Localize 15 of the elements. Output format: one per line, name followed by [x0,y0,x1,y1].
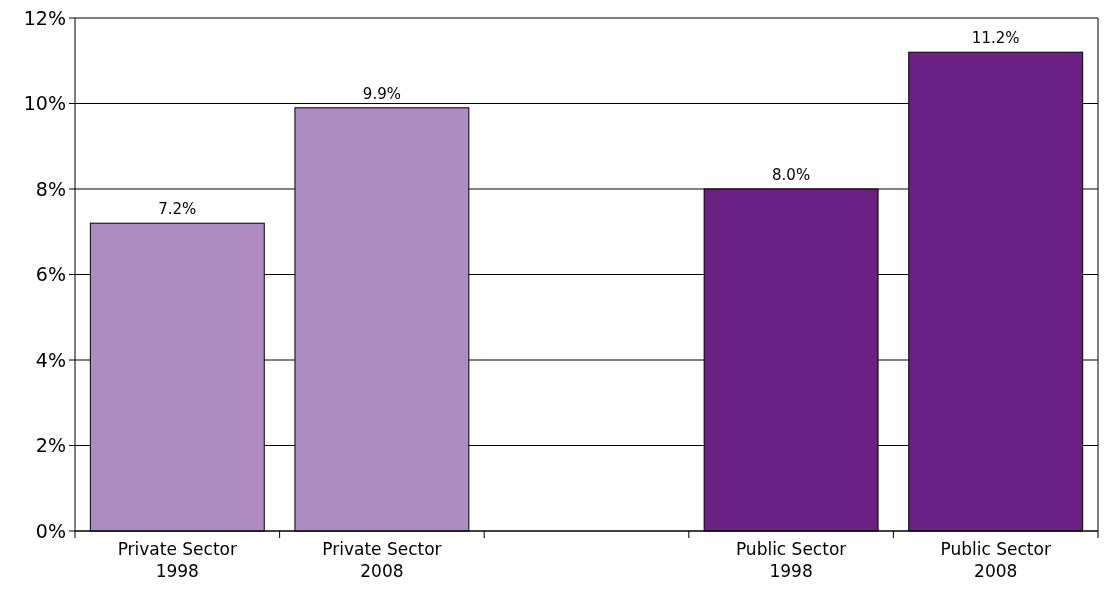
data-label: 9.9% [362,84,401,103]
x-tick-label: Public Sector 2008 [940,539,1051,581]
y-tick-label: 8% [35,177,66,200]
x-tick-label: Private Sector 1998 [117,539,237,581]
y-tick-label: 0% [35,519,66,542]
y-tick-label: 6% [35,263,66,286]
y-tick-label: 12% [23,6,66,29]
y-tick-label: 10% [23,92,66,115]
data-label: 7.2% [158,200,197,219]
data-label: 8.0% [772,166,811,184]
y-tick-label: 4% [35,348,66,371]
x-tick-label: Public Sector 1998 [735,539,847,581]
y-tick-label: 2% [35,434,66,457]
data-label: 11.2% [971,29,1020,48]
x-tick-label: Private Sector 2008 [322,539,442,581]
